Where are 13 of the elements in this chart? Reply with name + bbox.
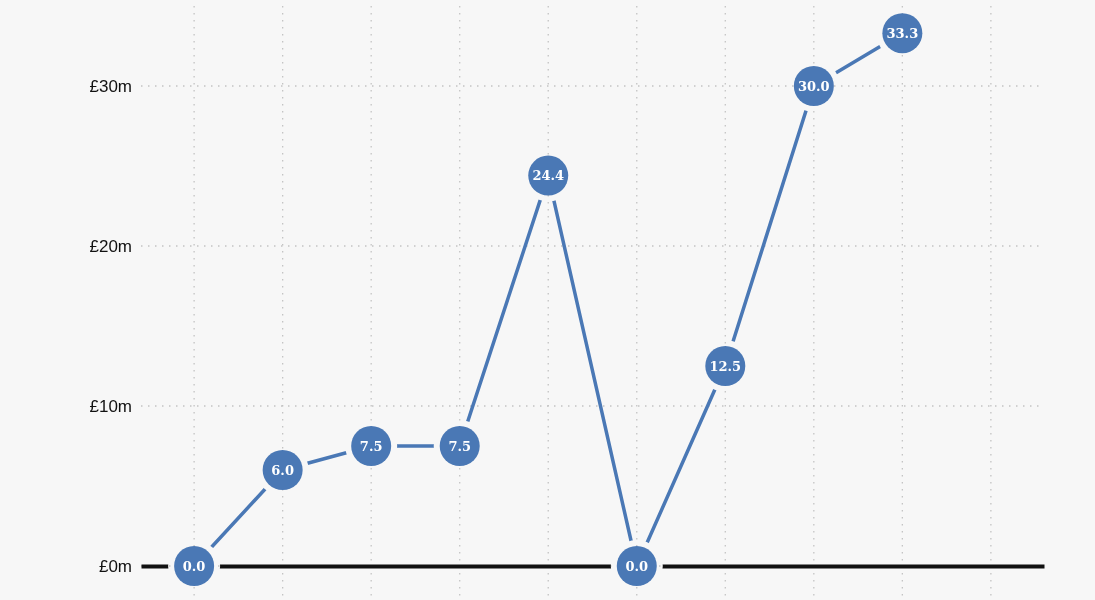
data-label: 7.5	[359, 438, 383, 454]
data-label: 0.0	[625, 558, 649, 574]
y-tick-label: £20m	[89, 236, 132, 256]
data-label: 0.0	[182, 558, 206, 574]
data-label: 12.5	[709, 358, 742, 374]
data-label: 6.0	[271, 462, 294, 478]
data-label: 7.5	[448, 438, 472, 454]
data-label: 30.0	[797, 78, 830, 94]
y-tick-label: £30m	[89, 76, 132, 96]
y-tick-label: £10m	[89, 396, 132, 416]
data-label: 33.3	[886, 25, 919, 41]
y-tick-label: £0m	[98, 556, 132, 576]
data-label: 24.4	[532, 168, 565, 184]
